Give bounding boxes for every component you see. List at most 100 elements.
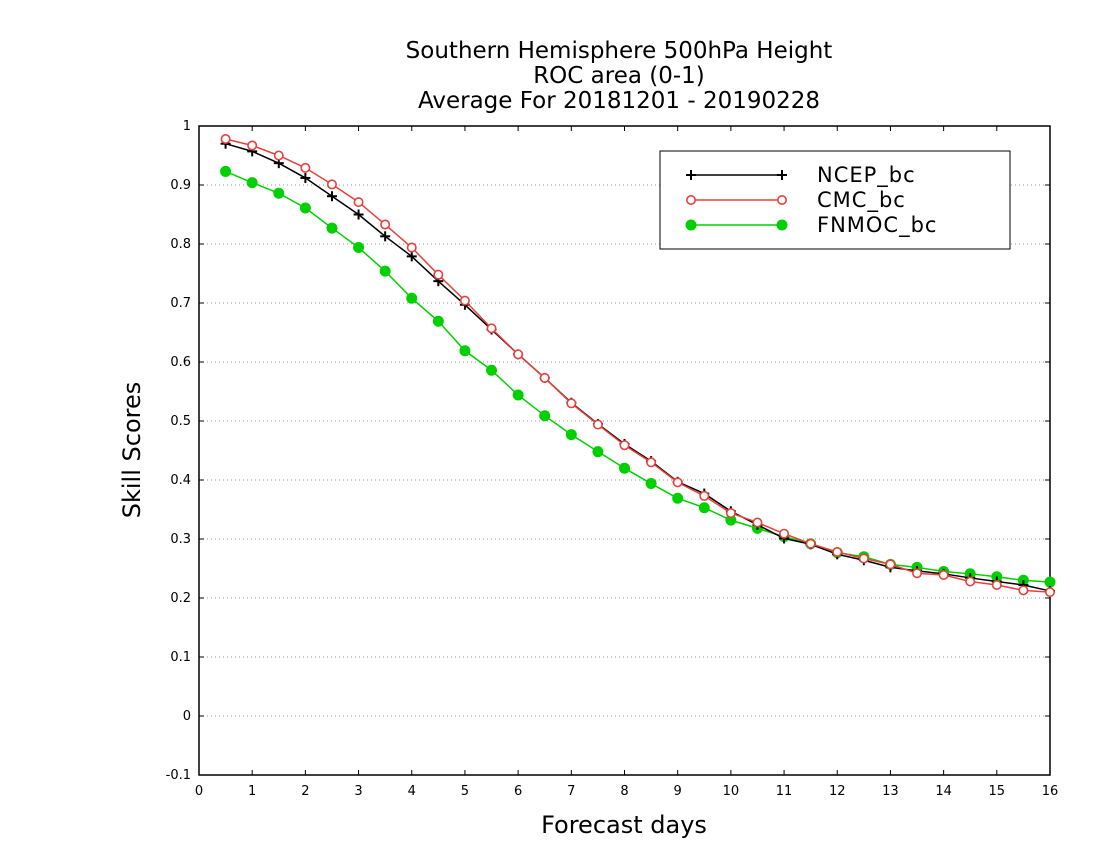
x-tick-label: 12 bbox=[829, 784, 846, 799]
y-tick-label: 1 bbox=[183, 119, 191, 134]
y-tick-label: 0 bbox=[183, 709, 191, 724]
data-point-ncep-bc bbox=[300, 172, 311, 183]
legend-marker bbox=[776, 195, 787, 206]
data-point-fnmoc-bc bbox=[220, 165, 232, 177]
data-point-ncep-bc bbox=[353, 209, 364, 220]
legend-label: FNMOC_bc bbox=[817, 213, 937, 238]
data-point-cmc-bc bbox=[832, 546, 843, 557]
y-axis-tick-labels: -0.1 0 0.1 0.2 0.3 0.4 0.5 0.6 0.7 0.8 0.9 1 bbox=[166, 119, 191, 783]
y-axis-label: Skill Scores bbox=[118, 382, 146, 519]
legend-label: CMC_bc bbox=[817, 188, 906, 213]
y-tick-label: 0.7 bbox=[170, 296, 191, 311]
data-point-cmc-bc bbox=[858, 553, 869, 564]
data-point-cmc-bc bbox=[646, 457, 657, 468]
legend-item-cmc-bc: CMC_bc bbox=[685, 188, 906, 213]
data-point-cmc-bc bbox=[459, 295, 470, 306]
data-point-cmc-bc bbox=[247, 140, 258, 151]
data-point-fnmoc-bc bbox=[432, 315, 444, 327]
y-tick-label: 0.1 bbox=[170, 650, 191, 665]
data-point-cmc-bc bbox=[513, 349, 524, 360]
y-tick-label: 0.6 bbox=[170, 355, 191, 370]
x-tick-label: 0 bbox=[195, 784, 203, 799]
series-cmc-bc bbox=[220, 133, 1056, 598]
legend-marker bbox=[685, 219, 697, 231]
data-point-fnmoc-bc bbox=[379, 265, 391, 277]
data-point-fnmoc-bc bbox=[486, 364, 498, 376]
x-axis-label: Forecast days bbox=[541, 811, 707, 839]
data-point-ncep-bc bbox=[380, 231, 391, 242]
x-tick-label: 6 bbox=[514, 784, 522, 799]
data-point-cmc-bc bbox=[779, 528, 790, 539]
axis-ticks bbox=[198, 125, 1051, 776]
data-point-fnmoc-bc bbox=[645, 478, 657, 490]
data-point-fnmoc-bc bbox=[512, 389, 524, 401]
chart-title: Southern Hemisphere 500hPa Height ROC ar… bbox=[406, 38, 833, 114]
legend-label: NCEP_bc bbox=[817, 163, 916, 188]
x-tick-label: 11 bbox=[776, 784, 793, 799]
data-point-cmc-bc bbox=[592, 419, 603, 430]
data-point-fnmoc-bc bbox=[246, 177, 258, 189]
data-point-fnmoc-bc bbox=[326, 222, 338, 234]
data-point-cmc-bc bbox=[619, 440, 630, 451]
data-point-cmc-bc bbox=[433, 269, 444, 280]
data-point-fnmoc-bc bbox=[592, 446, 604, 458]
y-tick-label: 0.4 bbox=[170, 473, 191, 488]
data-point-fnmoc-bc bbox=[299, 202, 311, 214]
data-point-cmc-bc bbox=[326, 179, 337, 190]
x-tick-label: 15 bbox=[989, 784, 1006, 799]
data-point-cmc-bc bbox=[699, 490, 710, 501]
data-point-fnmoc-bc bbox=[672, 492, 684, 504]
y-tick-label: 0.8 bbox=[170, 237, 191, 252]
x-tick-label: 8 bbox=[620, 784, 628, 799]
y-tick-label: 0.9 bbox=[170, 178, 191, 193]
data-point-cmc-bc bbox=[220, 133, 231, 144]
data-point-fnmoc-bc bbox=[273, 187, 285, 199]
data-point-fnmoc-bc bbox=[539, 410, 551, 422]
data-point-cmc-bc bbox=[938, 569, 949, 580]
legend-item-fnmoc-bc: FNMOC_bc bbox=[685, 213, 937, 238]
x-tick-label: 13 bbox=[882, 784, 899, 799]
data-point-fnmoc-bc bbox=[565, 429, 577, 441]
data-point-fnmoc-bc bbox=[698, 502, 710, 514]
legend-marker bbox=[776, 219, 788, 231]
data-point-fnmoc-bc bbox=[459, 345, 471, 357]
data-point-cmc-bc bbox=[1018, 585, 1029, 596]
data-point-cmc-bc bbox=[672, 477, 683, 488]
x-tick-label: 7 bbox=[567, 784, 575, 799]
x-axis-tick-labels: 0 1 2 3 4 5 6 7 8 9 10 11 12 13 14 15 16 bbox=[195, 784, 1058, 799]
title-line-1: Southern Hemisphere 500hPa Height bbox=[406, 38, 833, 64]
data-point-cmc-bc bbox=[380, 219, 391, 230]
gridlines bbox=[199, 184, 1050, 717]
data-point-ncep-bc bbox=[326, 191, 337, 202]
data-point-cmc-bc bbox=[486, 323, 497, 334]
legend-item-ncep-bc: NCEP_bc bbox=[686, 163, 916, 188]
data-point-cmc-bc bbox=[300, 162, 311, 173]
series-fnmoc-bc bbox=[220, 165, 1056, 588]
y-tick-label: 0.3 bbox=[170, 532, 191, 547]
x-tick-label: 9 bbox=[674, 784, 682, 799]
data-point-cmc-bc bbox=[965, 576, 976, 587]
data-point-fnmoc-bc bbox=[1044, 576, 1056, 588]
data-point-ncep-bc bbox=[406, 251, 417, 262]
x-tick-label: 2 bbox=[301, 784, 309, 799]
legend-marker bbox=[777, 170, 787, 180]
data-point-cmc-bc bbox=[805, 538, 816, 549]
data-point-cmc-bc bbox=[406, 242, 417, 253]
y-tick-label: 0.5 bbox=[170, 414, 191, 429]
y-tick-label: -0.1 bbox=[166, 768, 191, 783]
legend-marker bbox=[685, 195, 696, 206]
data-point-cmc-bc bbox=[566, 398, 577, 409]
data-point-fnmoc-bc bbox=[406, 292, 418, 304]
x-tick-label: 4 bbox=[408, 784, 416, 799]
data-point-cmc-bc bbox=[912, 568, 923, 579]
data-point-cmc-bc bbox=[885, 559, 896, 570]
x-tick-label: 3 bbox=[354, 784, 362, 799]
x-tick-label: 10 bbox=[723, 784, 740, 799]
x-tick-label: 5 bbox=[461, 784, 469, 799]
data-point-fnmoc-bc bbox=[353, 242, 365, 254]
data-point-fnmoc-bc bbox=[619, 462, 630, 474]
title-line-3: Average For 20181201 - 20190228 bbox=[418, 88, 820, 114]
data-point-cmc-bc bbox=[273, 150, 284, 161]
